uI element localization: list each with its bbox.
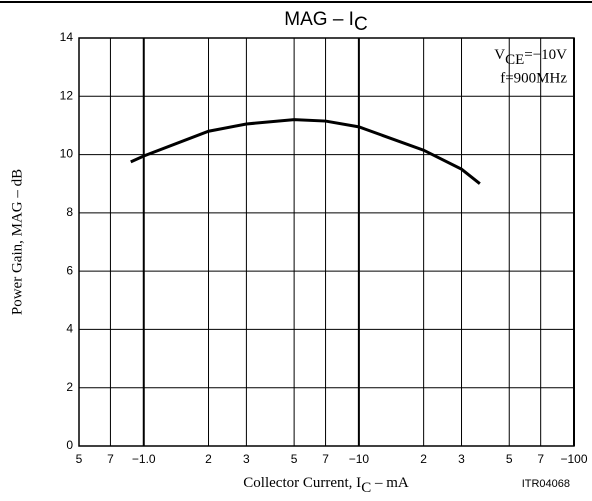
annotation-subscript: CE — [505, 52, 524, 68]
annotation: VCE=−10V — [494, 47, 567, 68]
y-tick-label: 14 — [60, 30, 74, 44]
data-line — [130, 118, 481, 185]
figure-code: ITR04068 — [522, 478, 570, 490]
chart-title: MAG – IC — [284, 9, 367, 35]
x-tick-label: 5 — [291, 452, 298, 466]
x-axis-label: Collector Current, IC – mA — [243, 475, 409, 496]
y-tick-label: 12 — [60, 88, 74, 102]
x-label-suffix: – mA — [371, 475, 409, 491]
title-subscript: C — [354, 14, 368, 35]
x-tick-label: 7 — [322, 452, 329, 466]
x-tick-label: −1.0 — [132, 452, 156, 466]
y-tick-label: 4 — [66, 322, 73, 336]
y-tick-label: 0 — [66, 438, 73, 452]
y-tick-label: 10 — [60, 147, 74, 161]
annotation-text: V — [494, 47, 505, 63]
annotation: f=900MHz — [500, 70, 567, 86]
x-tick-label: 5 — [506, 452, 513, 466]
x-tick-label: 7 — [537, 452, 544, 466]
title-text: MAG – I — [284, 9, 354, 30]
y-tick-label: 6 — [66, 263, 73, 277]
annotation-suffix: =−10V — [524, 47, 567, 63]
y-tick-label: 8 — [66, 205, 73, 219]
x-tick-label: 5 — [76, 452, 83, 466]
x-label-text: Collector Current, I — [243, 475, 361, 491]
x-tick-label: 3 — [458, 452, 465, 466]
x-tick-label: 2 — [205, 452, 212, 466]
x-tick-label: −10 — [349, 452, 370, 466]
x-tick-label: 2 — [420, 452, 427, 466]
x-tick-label: −100 — [560, 452, 587, 466]
y-tick-label: 2 — [66, 380, 73, 394]
x-tick-label: 7 — [107, 452, 114, 466]
plot-frame — [78, 37, 575, 447]
x-tick-label: 3 — [243, 452, 250, 466]
y-axis-label: Power Gain, MAG – dB — [9, 169, 25, 315]
x-label-subscript: C — [361, 480, 371, 496]
